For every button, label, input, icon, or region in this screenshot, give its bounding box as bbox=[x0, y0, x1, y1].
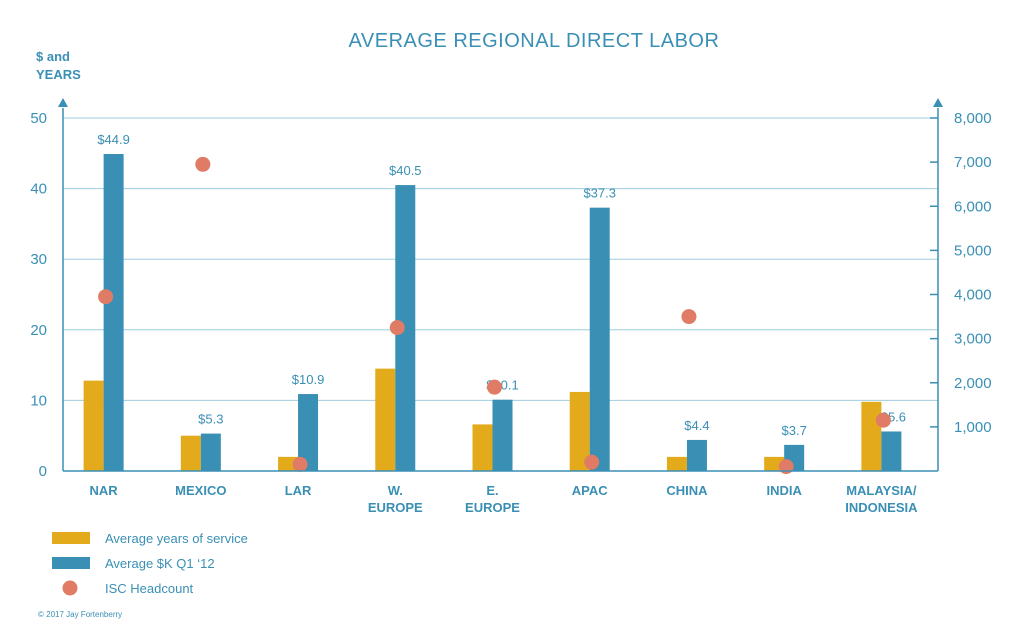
bar-average-salary bbox=[686, 439, 707, 471]
category-label: CHINA bbox=[666, 483, 708, 498]
category-label: INDIA bbox=[766, 483, 802, 498]
isc-headcount-point bbox=[98, 289, 114, 305]
bar-value-label: $4.4 bbox=[684, 418, 709, 433]
isc-headcount-point bbox=[292, 456, 308, 472]
isc-headcount-point bbox=[875, 412, 891, 428]
right-tick-label: 2,000 bbox=[954, 375, 992, 392]
bar-years-of-service bbox=[180, 435, 201, 471]
bar-years-of-service bbox=[472, 424, 493, 471]
bar-value-label: $37.3 bbox=[583, 186, 616, 201]
bar-years-of-service bbox=[278, 456, 299, 471]
left-tick-label: 0 bbox=[39, 463, 47, 480]
bar-average-salary bbox=[395, 185, 416, 471]
bar-average-salary bbox=[589, 207, 610, 472]
bar-average-salary bbox=[492, 399, 513, 471]
copyright-text: © 2017 Jay Fortenberry bbox=[38, 610, 122, 619]
left-tick-label: 40 bbox=[30, 181, 47, 198]
category-labels: NAR MEXICO LAR W. EUROPE E. EUROPE APAC CHINA IND… bbox=[90, 483, 919, 515]
scatter-points bbox=[98, 156, 891, 475]
legend: Average years of service Average $K Q1 ‘1… bbox=[52, 531, 248, 596]
bar-average-salary bbox=[881, 431, 902, 471]
y-right-axis-arrow bbox=[933, 98, 943, 107]
category-label: INDONESIA bbox=[845, 500, 918, 515]
right-tick-label: 3,000 bbox=[954, 331, 992, 348]
bar-years-of-service bbox=[83, 380, 104, 471]
bar-value-label: $44.9 bbox=[97, 132, 130, 147]
isc-headcount-point bbox=[389, 320, 405, 336]
isc-headcount-point bbox=[487, 379, 502, 395]
legend-label-salary: Average $K Q1 ‘12 bbox=[105, 556, 215, 571]
category-label: APAC bbox=[572, 483, 608, 498]
category-label: NAR bbox=[90, 483, 119, 498]
legend-label-isc: ISC Headcount bbox=[105, 581, 194, 596]
bar-value-label: $40.5 bbox=[389, 163, 422, 178]
right-tick-label: 1,000 bbox=[954, 419, 992, 436]
right-tick-label: 8,000 bbox=[954, 110, 992, 127]
bar-value-label: $3.7 bbox=[782, 423, 807, 438]
grid-lines bbox=[63, 117, 938, 401]
y-left-axis-title-line-2: YEARS bbox=[36, 67, 81, 82]
chart-title: AVERAGE REGIONAL DIRECT LABOR bbox=[349, 30, 720, 52]
category-label: W. bbox=[388, 483, 403, 498]
legend-marker-isc bbox=[62, 580, 78, 596]
isc-headcount-point bbox=[584, 454, 600, 470]
y-left-axis-arrow bbox=[58, 98, 68, 107]
bar-years-of-service bbox=[569, 391, 590, 471]
left-tick-label: 20 bbox=[30, 322, 47, 339]
legend-swatch-years bbox=[52, 532, 90, 544]
left-tick-label: 10 bbox=[30, 392, 47, 409]
bar-value-label: $5.3 bbox=[198, 412, 223, 427]
left-tick-label: 50 bbox=[30, 110, 47, 127]
bar-average-salary bbox=[298, 394, 319, 471]
axes bbox=[58, 98, 943, 472]
legend-label-years: Average years of service bbox=[105, 531, 248, 546]
left-tick-labels: 0 10 20 30 40 50 bbox=[30, 110, 47, 480]
bar-average-salary bbox=[200, 433, 221, 471]
category-label: MEXICO bbox=[175, 483, 226, 498]
bar-years-of-service bbox=[861, 401, 882, 471]
right-tick-label: 4,000 bbox=[954, 287, 992, 304]
bar-years-of-service bbox=[375, 368, 396, 471]
legend-swatch-salary bbox=[52, 557, 90, 569]
category-label: EUROPE bbox=[465, 500, 520, 515]
category-label: MALAYSIA/ bbox=[846, 483, 917, 498]
right-tick-label: 7,000 bbox=[954, 154, 992, 171]
right-tick-label: 6,000 bbox=[954, 198, 992, 215]
bar-years-of-service bbox=[666, 456, 687, 471]
isc-headcount-point bbox=[681, 309, 697, 325]
bar-value-label: $10.9 bbox=[292, 372, 325, 387]
category-label: E. bbox=[486, 483, 498, 498]
y-left-axis-title-line-1: $ and bbox=[36, 49, 70, 64]
isc-headcount-point bbox=[778, 459, 794, 475]
bars: $44.9$5.3$10.9$40.5$10.1$37.3$4.4 $3.7$5.… bbox=[83, 132, 906, 472]
left-tick-label: 30 bbox=[30, 251, 47, 268]
category-label: EUROPE bbox=[368, 500, 423, 515]
isc-headcount-point bbox=[195, 156, 211, 172]
right-tick-label: 5,000 bbox=[954, 242, 992, 259]
bar-average-salary bbox=[103, 154, 124, 472]
category-label: LAR bbox=[285, 483, 312, 498]
right-tick-labels: 1,000 2,000 3,000 4,000 5,000 6,000 7,000 8,000 bbox=[930, 110, 992, 436]
